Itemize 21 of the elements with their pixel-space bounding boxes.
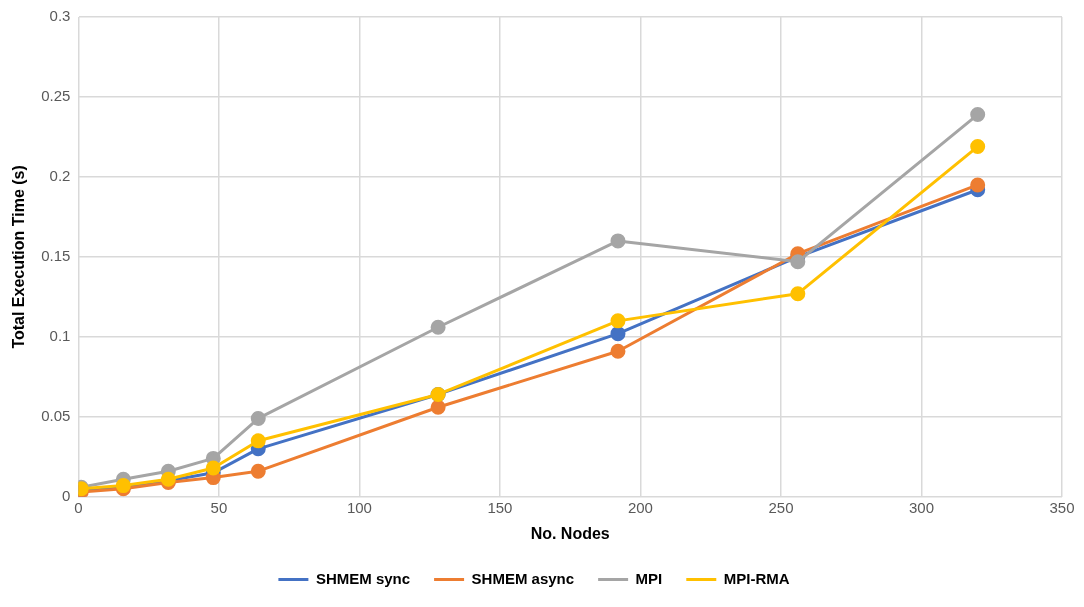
legend-label: MPI-RMA: [723, 569, 790, 587]
x-tick-label: 50: [210, 498, 228, 516]
x-tick-label: 150: [487, 498, 513, 516]
legend-label: MPI: [635, 569, 663, 587]
x-tick-label: 200: [627, 498, 653, 516]
legend-label: SHMEM async: [471, 569, 575, 587]
y-tick-label: 0.25: [41, 87, 71, 105]
x-tick-label: 350: [1049, 498, 1075, 516]
x-tick-label: 0: [74, 498, 83, 516]
y-tick-label: 0.05: [41, 406, 71, 424]
x-tick-label: 300: [908, 498, 934, 516]
y-tick-label: 0.1: [49, 327, 71, 345]
y-tick-label: 0.2: [49, 167, 71, 185]
y-axis-title: Total Execution Time (s): [10, 165, 28, 349]
y-tick-label: 0: [62, 486, 71, 504]
legend-label: SHMEM sync: [315, 569, 411, 587]
x-tick-label: 100: [346, 498, 372, 516]
x-tick-label: 250: [768, 498, 794, 516]
x-axis-title: No. Nodes: [530, 524, 610, 542]
y-tick-label: 0.3: [49, 7, 71, 25]
y-tick-label: 0.15: [41, 247, 71, 265]
